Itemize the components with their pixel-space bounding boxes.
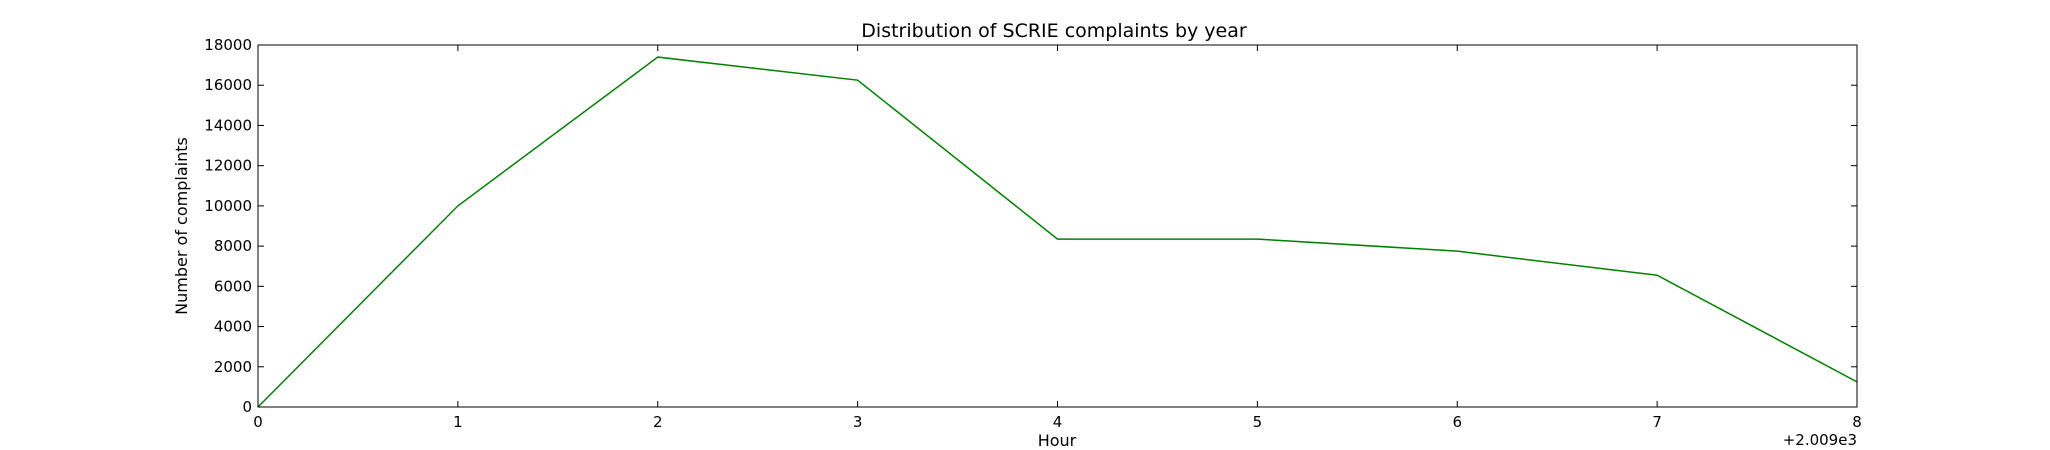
x-axis: 0 1 2 3 4 5 6 7 8 — [253, 45, 1862, 431]
x-axis-label: Hour — [1038, 431, 1077, 450]
y-tick-label: 16000 — [204, 76, 252, 94]
x-tick-label: 8 — [1852, 413, 1862, 431]
x-tick-label: 6 — [1452, 413, 1462, 431]
y-tick-label: 18000 — [204, 36, 252, 54]
x-tick-label: 4 — [1053, 413, 1063, 431]
y-tick-label: 8000 — [214, 237, 252, 255]
y-tick-label: 14000 — [204, 116, 252, 134]
y-axis-label: Number of complaints — [172, 137, 191, 315]
y-tick-label: 0 — [242, 398, 252, 416]
series-line — [257, 56, 1858, 408]
y-tick-label: 4000 — [214, 318, 252, 336]
y-tick-label: 6000 — [214, 277, 252, 295]
x-tick-label: 2 — [653, 413, 663, 431]
x-tick-label: 7 — [1652, 413, 1662, 431]
y-tick-label: 12000 — [204, 157, 252, 175]
y-tick-label: 10000 — [204, 197, 252, 215]
x-tick-label: 3 — [853, 413, 863, 431]
plot-frame — [257, 44, 1858, 408]
y-tick-label: 2000 — [214, 358, 252, 376]
x-tick-label: 5 — [1253, 413, 1263, 431]
x-tick-label: 1 — [453, 413, 463, 431]
x-offset-label: +2.009e3 — [1783, 431, 1857, 449]
x-tick-label: 0 — [253, 413, 263, 431]
chart-title: Distribution of SCRIE complaints by year — [861, 20, 1247, 42]
